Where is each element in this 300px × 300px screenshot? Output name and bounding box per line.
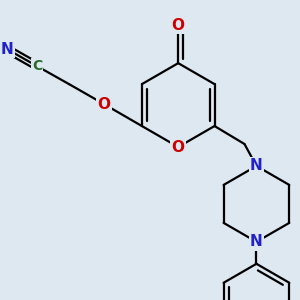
Text: C: C — [32, 59, 42, 73]
Text: O: O — [172, 140, 185, 154]
Text: N: N — [250, 234, 263, 249]
Text: N: N — [1, 42, 13, 57]
Text: O: O — [98, 97, 110, 112]
Text: N: N — [250, 158, 263, 173]
Text: O: O — [172, 18, 185, 33]
